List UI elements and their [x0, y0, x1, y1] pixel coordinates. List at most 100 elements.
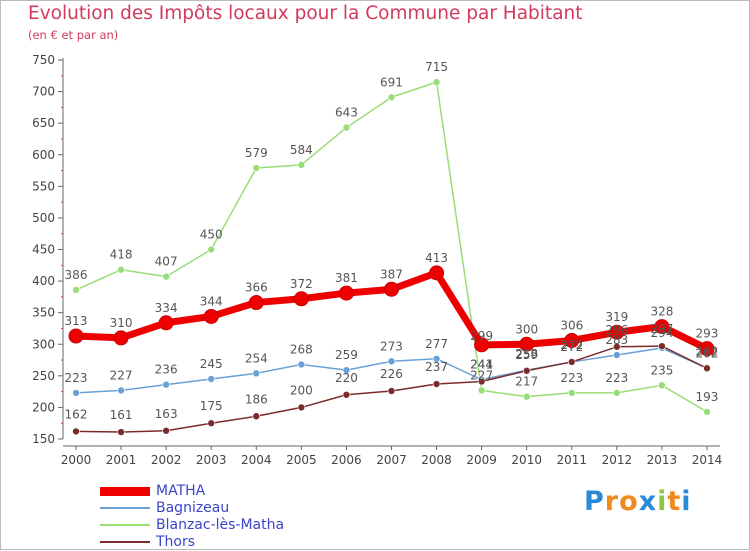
data-label: 407 [155, 255, 178, 269]
data-label: 715 [425, 60, 448, 74]
y-tick-label: 500 [32, 211, 55, 225]
data-label: 272 [560, 340, 583, 354]
y-tick-label: 250 [32, 369, 55, 383]
data-label: 227 [470, 368, 493, 382]
data-label: 193 [696, 390, 719, 404]
data-label: 262 [696, 346, 719, 360]
data-label: 223 [605, 371, 628, 385]
data-point [342, 390, 351, 399]
data-label: 277 [425, 337, 448, 351]
data-label: 162 [65, 407, 88, 421]
legend-item-blanzac: Blanzac-lès-Matha [100, 517, 360, 534]
data-point [117, 386, 125, 395]
data-point [207, 419, 216, 428]
x-tick-label: 2012 [602, 453, 633, 467]
data-label: 237 [425, 360, 448, 374]
data-point [158, 315, 174, 331]
data-label: 310 [110, 316, 133, 330]
proxiti-logo: Proxiti [584, 486, 692, 517]
y-tick-label: 450 [32, 243, 55, 257]
legend-swatch-matha [100, 487, 150, 496]
data-label: 386 [65, 268, 88, 282]
data-point [477, 377, 486, 386]
data-point [297, 403, 306, 412]
y-tick-label: 150 [32, 432, 55, 446]
data-label: 227 [110, 368, 133, 382]
y-tick-label: 600 [32, 148, 55, 162]
legend-item-matha: MATHA [100, 483, 360, 500]
data-point [519, 336, 535, 352]
legend-label-bagnizeau: Bagnizeau [156, 500, 230, 516]
y-tick-label: 550 [32, 179, 55, 193]
data-point [522, 366, 531, 375]
data-point [207, 375, 216, 383]
data-label: 244 [470, 358, 493, 372]
data-label: 186 [245, 392, 268, 406]
data-label: 163 [155, 407, 178, 421]
data-point [342, 123, 351, 132]
data-label: 245 [200, 357, 223, 371]
data-label: 273 [380, 339, 403, 353]
legend-swatch-blanzac [100, 524, 150, 526]
data-label: 381 [335, 271, 358, 285]
data-label: 283 [605, 333, 628, 347]
data-point [338, 285, 354, 301]
data-point [248, 295, 264, 311]
data-point [72, 286, 80, 294]
y-tick-label: 700 [32, 85, 55, 99]
data-label: 241 [470, 358, 493, 372]
data-point [432, 354, 441, 363]
x-tick-label: 2006 [331, 453, 362, 467]
data-point [252, 369, 261, 378]
data-point [567, 358, 576, 366]
data-label: 297 [650, 322, 673, 336]
legend-label-matha: MATHA [156, 483, 206, 499]
data-point [203, 308, 219, 324]
x-tick-label: 2014 [692, 453, 723, 467]
data-point [297, 161, 306, 169]
data-point [474, 337, 490, 353]
data-label: 226 [380, 367, 403, 381]
data-label: 259 [335, 348, 358, 362]
data-point [658, 342, 666, 350]
data-point [252, 412, 261, 421]
data-point [387, 357, 396, 366]
data-label: 319 [605, 310, 628, 324]
data-point [609, 324, 625, 340]
x-tick-label: 2004 [241, 453, 272, 467]
data-point [293, 291, 309, 307]
x-tick-label: 2005 [286, 453, 317, 467]
data-point [207, 245, 216, 254]
chart-title: Evolution des Impôts locaux pour la Comm… [28, 3, 583, 24]
data-label: 161 [110, 408, 133, 422]
data-point [342, 366, 351, 374]
x-tick-label: 2002 [151, 453, 182, 467]
data-label: 293 [696, 327, 719, 341]
data-label: 296 [605, 323, 628, 337]
data-label: 366 [245, 281, 268, 295]
y-tick-label: 300 [32, 337, 55, 351]
data-point [387, 387, 396, 395]
data-point [432, 78, 441, 86]
x-tick-label: 2003 [196, 453, 227, 467]
data-point [613, 389, 621, 397]
data-point [387, 93, 396, 102]
legend-label-thors: Thors [156, 534, 196, 550]
data-point [113, 330, 129, 346]
data-point [522, 392, 531, 401]
data-point [432, 380, 441, 388]
data-point [162, 426, 170, 435]
data-label: 175 [200, 399, 223, 413]
data-point [658, 381, 666, 390]
x-tick-label: 2009 [466, 453, 497, 467]
y-tick-label: 750 [32, 53, 55, 67]
y-tick-label: 350 [32, 306, 55, 320]
data-point [117, 265, 125, 274]
legend-item-thors: Thors [100, 534, 360, 551]
legend-label-blanzac: Blanzac-lès-Matha [156, 517, 285, 533]
data-label: 258 [515, 347, 538, 361]
data-label: 306 [560, 318, 583, 332]
data-label: 217 [515, 375, 538, 389]
data-label: 344 [200, 294, 223, 308]
data-label: 691 [380, 75, 403, 89]
